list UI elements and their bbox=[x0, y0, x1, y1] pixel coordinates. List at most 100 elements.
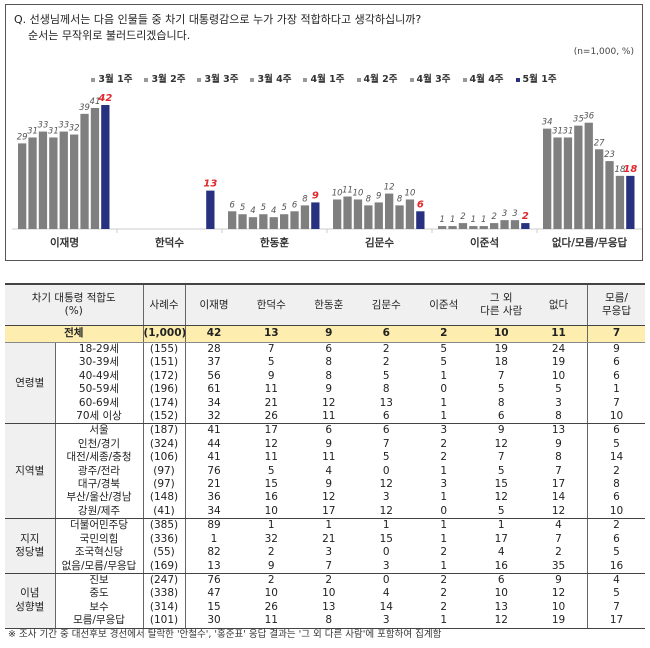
value-cell: 17 bbox=[264, 424, 278, 437]
table-row: 대구/경북 (97) 21 15 9 12 3 15 17 8 bbox=[5, 478, 645, 492]
value-cell: 1 bbox=[267, 519, 275, 532]
row-label: 30-39세 bbox=[55, 356, 144, 370]
data-label: 4 bbox=[250, 206, 255, 216]
value-cell: 4 bbox=[382, 587, 390, 600]
value-cell: 7 bbox=[300, 559, 358, 574]
data-label: 5 bbox=[281, 203, 286, 213]
bar bbox=[259, 214, 268, 229]
data-label: 9 bbox=[312, 190, 319, 201]
table-row: 대전/세종/충청 (106) 41 11 11 5 2 7 8 14 bbox=[5, 451, 645, 465]
table-row: 중도 (338) 47 10 10 4 2 10 12 5 bbox=[5, 587, 645, 601]
value-cell: 56 bbox=[207, 369, 221, 382]
bar bbox=[228, 211, 237, 229]
legend-marker bbox=[303, 77, 308, 82]
data-label: 27 bbox=[594, 138, 605, 148]
value-cell: 2 bbox=[325, 573, 333, 586]
value-cell: 6 bbox=[357, 410, 415, 425]
bar bbox=[521, 223, 530, 229]
legend-marker bbox=[144, 77, 149, 82]
bar bbox=[563, 137, 573, 229]
table-row: 보수 (314) 15 26 13 14 2 13 10 7 bbox=[5, 600, 645, 615]
value-cell: 6 bbox=[382, 424, 390, 437]
value-cell: 14 bbox=[379, 600, 393, 613]
bar bbox=[385, 193, 394, 229]
sample-count: (151) bbox=[143, 356, 186, 370]
table-row: 40-49세 (172) 56 9 8 5 1 7 10 6 bbox=[5, 369, 645, 384]
value-cell: 15 bbox=[207, 600, 221, 613]
value-cell: 1 bbox=[613, 383, 620, 396]
value-cell: 8 bbox=[325, 356, 333, 369]
value-cell: 8 bbox=[300, 614, 358, 629]
legend-item: 4월 3주 bbox=[409, 74, 451, 85]
value-cell: 9 bbox=[325, 383, 333, 396]
header-title-text: 차기 대통령 적합도 bbox=[31, 292, 116, 304]
data-label: 6 bbox=[417, 199, 424, 210]
value-cell: 6 bbox=[613, 532, 620, 545]
question-subtext: 순서는 무작위로 불러드리겠습니다. bbox=[28, 29, 191, 42]
bar bbox=[405, 199, 415, 229]
value-cell: 34 bbox=[185, 504, 243, 520]
value-cell: 9 bbox=[497, 424, 505, 437]
value-cell: 1 bbox=[210, 532, 218, 545]
value-cell: 2 bbox=[613, 519, 620, 532]
value-cell: 15 bbox=[379, 532, 393, 545]
value-cell: 47 bbox=[207, 587, 221, 600]
category-label: 한동훈 bbox=[260, 236, 289, 249]
value-cell: 5 bbox=[440, 343, 448, 355]
value-cell: 12 bbox=[494, 491, 508, 504]
value-cell: 2 bbox=[382, 356, 390, 369]
row-label: 대구/경북 bbox=[55, 478, 144, 492]
value-cell: 1 bbox=[415, 410, 473, 425]
table-row: 모름/무응답 (101) 30 11 8 3 1 12 19 17 bbox=[5, 614, 645, 629]
legend-item: 3월 4주 bbox=[250, 74, 291, 85]
row-label: 더불어민주당 bbox=[55, 518, 144, 533]
value-cell: 32 bbox=[185, 410, 243, 425]
value-cell: 61 bbox=[207, 383, 221, 396]
value-cell: 1 bbox=[497, 519, 505, 532]
table-header: 차기 대통령 적합도 (%) 사례수 이재명 한덕수 한동훈 김문수 이준석 그 외 다른 사람… bbox=[5, 283, 645, 326]
value-cell: 10 bbox=[530, 369, 588, 384]
chart-panel: Q. 선생님께서는 다음 인물들 중 차기 대통령감으로 누가 가장 적합하다고… bbox=[5, 4, 643, 261]
table-row: 지지 정당별 더불어민주당 (385) 89 1 1 1 1 1 4 2 bbox=[5, 518, 645, 574]
data-label: 33 bbox=[38, 121, 49, 131]
value-cell: 6 bbox=[613, 424, 620, 437]
bar bbox=[70, 134, 79, 229]
data-label: 31 bbox=[48, 126, 59, 136]
value-cell: 2 bbox=[382, 343, 390, 355]
value-cell: 5 bbox=[267, 356, 275, 369]
row-label: 대전/세종/충청 bbox=[55, 451, 144, 465]
data-label: 4 bbox=[271, 206, 276, 216]
value-cell: 6 bbox=[613, 491, 620, 504]
bar bbox=[458, 223, 468, 229]
chart-legend: 3월 1주 3월 2주 3월 3주 3월 4주 4월 1주 4월 2주 4월 3주 4월 4주… bbox=[6, 71, 642, 85]
value-cell: 3 bbox=[357, 614, 415, 629]
sample-count: (324) bbox=[143, 437, 186, 452]
footnote: ※ 조사 기간 중 대선후보 경선에서 탈락한 '안철수', '홍준표' 응답 … bbox=[8, 629, 442, 640]
group-label: 이념 성향별 bbox=[5, 573, 56, 629]
table-row: 강원/제주 (41) 34 10 17 12 0 5 12 10 bbox=[5, 504, 645, 520]
legend-marker bbox=[91, 77, 96, 82]
value-cell: 17 bbox=[530, 478, 588, 492]
bar bbox=[626, 175, 635, 229]
data-label: 39 bbox=[79, 103, 90, 113]
legend-item: 4월 4주 bbox=[462, 74, 504, 85]
sample-count: (172) bbox=[143, 369, 186, 384]
value-cell: 12 bbox=[379, 478, 393, 491]
legend-marker bbox=[250, 77, 255, 82]
legend-label: 5월 1주 bbox=[522, 74, 557, 85]
value-cell: 12 bbox=[322, 396, 336, 409]
category-label: 한덕수 bbox=[155, 236, 184, 249]
value-cell: 7 bbox=[613, 396, 620, 409]
value-cell: 0 bbox=[415, 504, 473, 520]
value-cell: 10 bbox=[242, 504, 300, 520]
total-label: 전체 bbox=[5, 325, 144, 343]
value-cell: 17 bbox=[494, 532, 508, 545]
bar bbox=[574, 125, 583, 229]
value-cell: 7 bbox=[530, 464, 588, 479]
value-cell: 3 bbox=[382, 491, 390, 504]
bar bbox=[59, 131, 68, 229]
legend-item: 3월 1주 bbox=[91, 74, 132, 85]
value-cell: 13 bbox=[494, 600, 508, 613]
legend-item: 3월 3주 bbox=[197, 74, 238, 85]
value-cell: 1 bbox=[415, 559, 473, 574]
